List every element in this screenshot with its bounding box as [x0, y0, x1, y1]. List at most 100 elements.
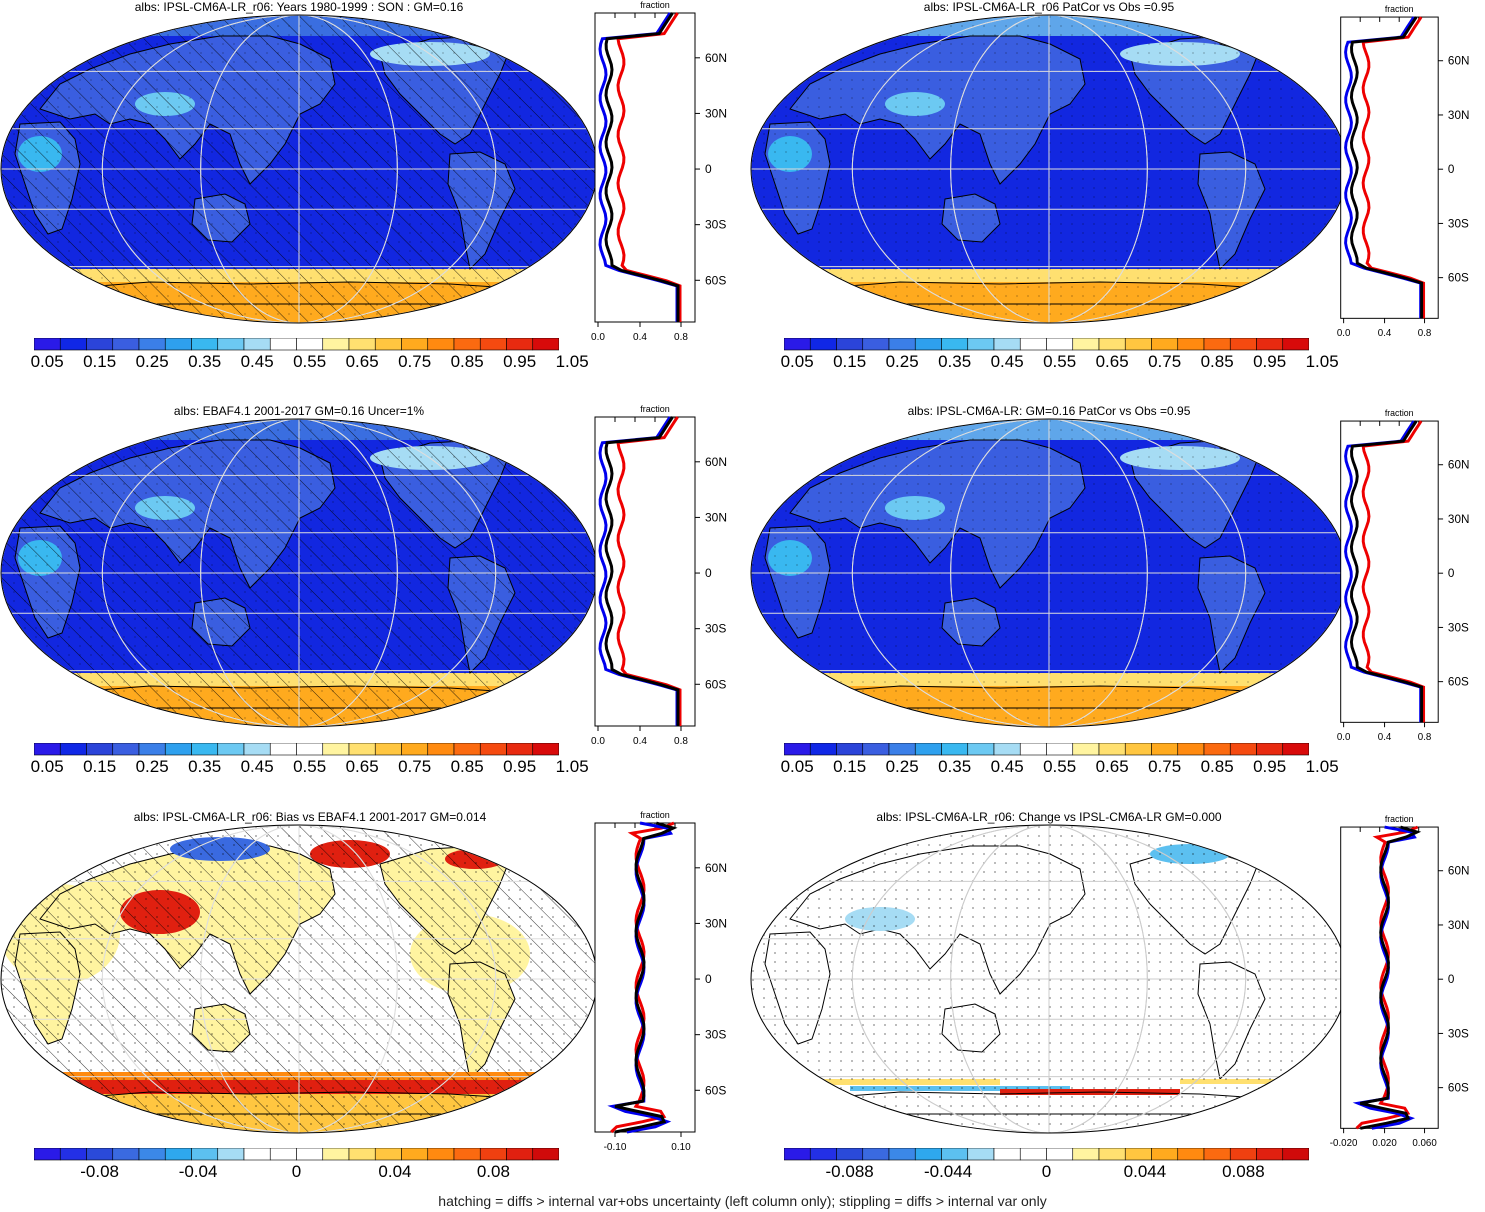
panel-6-title: albs: IPSL-CM6A-LR_r06: Change vs IPSL-C…	[876, 810, 1222, 824]
colorbar-tick-label: 0.85	[450, 757, 484, 776]
lat-tick-label: 60S	[705, 677, 726, 691]
colorbar-tick-label: 1.05	[1305, 757, 1339, 776]
zonal-axis-label: fraction	[640, 0, 670, 10]
lat-tick-label: 60N	[1448, 865, 1469, 878]
lat-tick-label: 30N	[1448, 109, 1469, 122]
colorbar-tick-label: 0.95	[1253, 352, 1287, 371]
colorbar-tick-label: 1.05	[555, 352, 589, 371]
zonal-axis-label: fraction	[1385, 408, 1414, 418]
panel-1-map	[0, 14, 598, 324]
lat-tick-label: 0	[1448, 567, 1455, 580]
panel-6-colorbar	[784, 1148, 1309, 1161]
colorbar-tick-label: 0.55	[1043, 352, 1077, 371]
lat-tick-label: 60S	[705, 1083, 726, 1097]
lat-tick-label: 60S	[1448, 1082, 1469, 1095]
lat-tick-label: 0	[705, 162, 712, 176]
panel-3-map	[0, 418, 598, 728]
colorbar-tick-label: 0.65	[345, 352, 379, 371]
colorbar-tick-label: 0.55	[1043, 757, 1077, 776]
colorbar-tick-label: 0.75	[398, 352, 432, 371]
panel-3-colorbar-labels: 0.05 0.15 0.25 0.35 0.45 0.55 0.65 0.75 0.85 0.95…	[30, 757, 589, 779]
zonal-tick-label: 0.0	[1337, 732, 1351, 743]
lat-tick-label: 0	[1448, 973, 1455, 986]
lat-tick-label: 30N	[705, 510, 727, 524]
colorbar-tick-label: 0.85	[450, 352, 484, 371]
colorbar-tick-label: -0.044	[923, 1162, 973, 1181]
colorbar-tick-label: 0.75	[398, 757, 432, 776]
lat-tick-label: 30S	[705, 218, 726, 232]
colorbar-tick-label: 0.45	[240, 352, 274, 371]
colorbar-tick-label: 0.05	[30, 757, 64, 776]
panel-4-colorbar-labels: 0.05 0.15 0.25 0.35 0.45 0.55 0.65 0.75 0.85 0.95…	[781, 757, 1339, 779]
panel-5-map	[0, 824, 598, 1134]
colorbar-tick-label: 0	[291, 1162, 302, 1181]
lat-tick-label: 30N	[705, 916, 727, 930]
panel-6-colorbar-labels: -0.088 -0.044 0 0.044 0.088	[784, 1162, 1309, 1184]
lat-tick-label: 60N	[705, 861, 727, 875]
lat-tick-label: 0	[1448, 163, 1455, 176]
colorbar-tick-label: 0.35	[938, 352, 972, 371]
panel-2-colorbar-labels: 0.05 0.15 0.25 0.35 0.45 0.55 0.65 0.75 0.85 0.95…	[780, 352, 1339, 374]
lat-tick-label: 60N	[1448, 459, 1469, 472]
panel-5-colorbar	[34, 1148, 559, 1161]
lat-tick-label: 30S	[1448, 1027, 1469, 1040]
colorbar-tick-label: 0.35	[938, 757, 972, 776]
panel-3-colorbar	[34, 743, 559, 756]
lat-tick-label: 0	[705, 972, 712, 986]
zonal-tick-label: -0.020	[1330, 1138, 1358, 1149]
colorbar-tick-label: 0.05	[780, 352, 814, 371]
colorbar-tick-label: 0.25	[135, 352, 169, 371]
panel-4-zonal-profile: fraction 60N 30N 0 30S 60S 0.0 0.4 0.8	[1337, 408, 1470, 743]
colorbar-tick-label: 0.044	[1123, 1162, 1167, 1181]
colorbar-tick-label: 0.45	[990, 352, 1024, 371]
lat-tick-label: 30S	[1448, 621, 1469, 634]
lat-tick-label: 30N	[1448, 513, 1469, 526]
zonal-tick-label: 0.4	[1378, 328, 1392, 339]
colorbar-tick-label: 0	[1041, 1162, 1052, 1181]
panel-1-title: albs: IPSL-CM6A-LR_r06: Years 1980-1999 …	[134, 0, 464, 14]
colorbar-tick-label: 0.65	[1095, 352, 1129, 371]
panel-2-zonal-profile: fraction 60N 30N 0 30S 60S 0.0 0.4 0.8	[1337, 4, 1470, 339]
colorbar-tick-label: 0.25	[885, 757, 919, 776]
colorbar-tick-label: 0.95	[1253, 757, 1287, 776]
zonal-tick-label: 0.4	[633, 736, 647, 747]
lat-tick-label: 30S	[705, 1028, 726, 1042]
colorbar-tick-label: 0.45	[990, 757, 1024, 776]
zonal-tick-label: 0.4	[633, 332, 647, 343]
lat-tick-label: 60N	[705, 455, 727, 469]
panel-4-map	[750, 418, 1348, 728]
zonal-tick-label: 0.060	[1412, 1138, 1437, 1149]
colorbar-tick-label: 0.75	[1148, 757, 1182, 776]
colorbar-tick-label: 0.15	[833, 757, 867, 776]
colorbar-tick-label: 0.55	[293, 352, 327, 371]
colorbar-tick-label: -0.08	[80, 1162, 119, 1181]
panel-3-zonal-profile: fraction 60N 30N 0 30S 60S 0.0 0.4 0.8	[591, 404, 727, 747]
lat-tick-label: 30N	[1448, 919, 1469, 932]
panel-1-zonal-profile: fraction 60N 30N 0 30S 60S 0.0 0.4 0.8	[591, 0, 727, 343]
zonal-axis-label: fraction	[640, 810, 670, 820]
colorbar-tick-label: 0.65	[1095, 757, 1129, 776]
zonal-tick-label: 0.4	[1378, 732, 1392, 743]
lat-tick-label: 30N	[705, 106, 727, 120]
footer-note: hatching = diffs > internal var+obs unce…	[438, 1193, 1047, 1209]
zonal-tick-label: 0.0	[1337, 328, 1351, 339]
colorbar-tick-label: 1.05	[1305, 352, 1339, 371]
lat-tick-label: 30S	[705, 622, 726, 636]
panel-6-map	[750, 824, 1348, 1134]
panel-6-zonal-profile: fraction 60N 30N 0 30S 60S -0.020 0.020 0.060	[1330, 814, 1470, 1149]
panel-4-colorbar	[784, 743, 1309, 756]
zonal-axis-label: fraction	[1385, 4, 1414, 14]
colorbar-tick-label: 0.088	[1222, 1162, 1265, 1181]
zonal-axis-label: fraction	[1385, 814, 1414, 824]
lat-tick-label: 30S	[1448, 217, 1469, 230]
zonal-tick-label: 0.0	[591, 332, 605, 343]
colorbar-tick-label: 0.35	[188, 352, 222, 371]
panel-4-title: albs: IPSL-CM6A-LR: GM=0.16 PatCor vs Ob…	[907, 404, 1191, 418]
zonal-tick-label: -0.10	[604, 1142, 627, 1153]
zonal-tick-label: 0.8	[1418, 328, 1432, 339]
zonal-axis-label: fraction	[640, 404, 670, 414]
colorbar-tick-label: 0.95	[503, 352, 537, 371]
zonal-tick-label: 0.020	[1372, 1138, 1397, 1149]
colorbar-tick-label: 0.15	[83, 757, 117, 776]
panel-1-colorbar	[34, 338, 559, 351]
